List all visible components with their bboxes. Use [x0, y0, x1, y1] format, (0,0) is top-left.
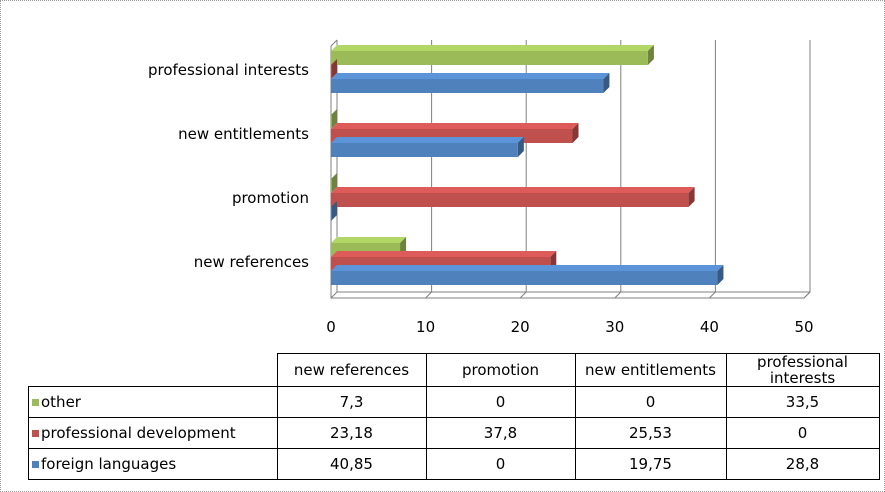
legend-entry-foreign-languages: foreign languages [28, 448, 278, 480]
table-header-promotion: promotion [425, 353, 576, 387]
bar-top-face [331, 265, 724, 271]
category-label: new references [194, 253, 309, 271]
table-cell: 25,53 [574, 417, 727, 449]
back-wall [336, 40, 811, 293]
series-name: other [41, 393, 81, 411]
category-label: new entitlements [178, 125, 309, 143]
table-cell: 40,85 [276, 448, 427, 480]
bar-front-face [331, 65, 332, 79]
bar-front-face [331, 271, 718, 285]
table-row: other 7,3 0 0 33,5 [28, 386, 880, 418]
floor-gridline [709, 291, 716, 299]
x-tick-label: 0 [326, 318, 336, 336]
bar-top-face [331, 251, 557, 257]
x-tick-label: 20 [511, 318, 530, 336]
table-cell: 23,18 [276, 417, 427, 449]
table-cell: 0 [425, 448, 576, 480]
bar [331, 265, 724, 285]
series-name: foreign languages [41, 455, 177, 473]
bar-top-face [331, 45, 654, 51]
table-cell: 19,75 [574, 448, 727, 480]
category-label: promotion [232, 189, 309, 207]
table-cell: 28,8 [725, 448, 880, 480]
legend-entry-other: other [28, 386, 278, 418]
bar-end-face [647, 45, 654, 65]
category-label: professional interests [148, 61, 309, 79]
x-tick-label: 10 [416, 318, 435, 336]
bar-top-face [331, 73, 610, 79]
bar [331, 109, 337, 129]
legend-swatch-other [32, 399, 39, 406]
bars [331, 45, 724, 285]
floor-gridline [614, 291, 622, 299]
bar [331, 137, 524, 157]
bar-end-face [517, 137, 524, 157]
x-tick-label: 30 [605, 318, 624, 336]
table-header-new-entitlements: new entitlements [574, 353, 727, 387]
legend-entry-professional-development: professional development [28, 417, 278, 449]
bar-top-face [331, 123, 579, 129]
bar-front-face [331, 51, 648, 65]
bar [331, 201, 337, 221]
x-tick-label: 50 [794, 318, 813, 336]
table-corner [28, 353, 278, 387]
bar-front-face [331, 179, 332, 193]
floor-gridline [330, 291, 338, 299]
floor-gridline [425, 291, 432, 299]
table-cell: 37,8 [425, 417, 576, 449]
x-tick-label: 40 [700, 318, 719, 336]
table-header-row: new references promotion new entitlement… [28, 353, 880, 387]
data-table: new references promotion new entitlement… [28, 353, 880, 480]
category-labels: new references promotion new entitlements p… [148, 61, 309, 271]
legend-swatch-professional-development [32, 430, 39, 437]
table-cell: 0 [574, 386, 727, 418]
bar-end-face [688, 187, 695, 207]
table-header-professional-interests: professional interests [725, 353, 880, 387]
bar-end-face [717, 265, 724, 285]
bar-end-face [572, 123, 579, 143]
bar-top-face [331, 237, 407, 243]
table-cell: 33,5 [725, 386, 880, 418]
bar-end-face [603, 73, 610, 93]
table-cell: 0 [725, 417, 880, 449]
bar [331, 45, 654, 65]
bar-end-face [331, 109, 337, 129]
table-cell: 7,3 [276, 386, 427, 418]
bar-front-face [331, 115, 332, 129]
bar-front-face [331, 79, 604, 93]
bar-end-face [331, 59, 337, 79]
floor-gridline [519, 291, 527, 299]
table-cell: 0 [425, 386, 576, 418]
x-tick-labels: 0 10 20 30 40 50 [326, 318, 813, 336]
bar-end-face [331, 201, 337, 221]
bar-end-face [331, 173, 337, 193]
series-name: professional development [41, 424, 236, 442]
table-header-new-references: new references [276, 353, 427, 387]
legend-swatch-foreign-languages [32, 461, 39, 468]
table-row: professional development 23,18 37,8 25,5… [28, 417, 880, 449]
bar-front-face [331, 193, 689, 207]
bar-top-face [331, 137, 524, 143]
bar-chart: 0 10 20 30 40 50 new references promotion new e… [148, 39, 814, 336]
bar [331, 173, 337, 193]
side-wall-edge [330, 39, 338, 47]
bar-front-face [331, 207, 332, 221]
bar [331, 59, 337, 79]
bar-top-face [331, 187, 695, 193]
bar-front-face [331, 143, 518, 157]
table-row: foreign languages 40,85 0 19,75 28,8 [28, 448, 880, 480]
bar [331, 187, 695, 207]
bar [331, 73, 610, 93]
floor-gridline [803, 291, 811, 299]
